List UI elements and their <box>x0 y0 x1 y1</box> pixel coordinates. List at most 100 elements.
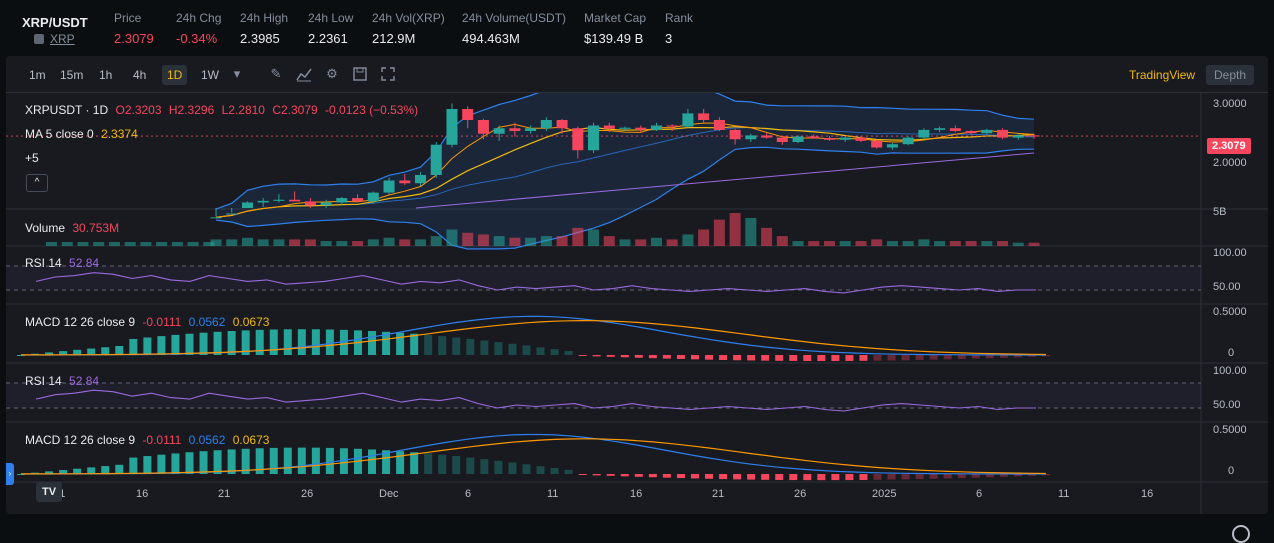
tradingview-tab[interactable]: TradingView <box>1129 68 1196 82</box>
candle <box>855 135 867 142</box>
volume-bar <box>839 241 851 246</box>
macd-histogram-bar <box>971 355 980 359</box>
chevron-down-icon[interactable]: ▾ <box>233 66 241 81</box>
macd-histogram-bar <box>1042 355 1050 357</box>
volume-bar <box>792 241 804 246</box>
macd-histogram-bar <box>241 448 250 474</box>
candle <box>462 106 474 129</box>
close-prefix: C <box>272 103 281 117</box>
candle <box>257 198 269 207</box>
tf-1d[interactable]: 1D <box>162 65 188 85</box>
candle <box>336 197 348 206</box>
macd-histogram-bar <box>550 468 559 474</box>
macd-histogram-bar <box>143 337 152 355</box>
macd-histogram-bar <box>382 450 391 474</box>
indicator-line-icon[interactable] <box>296 66 312 82</box>
macd-histogram-bar <box>494 460 503 474</box>
volume-bar <box>156 242 168 246</box>
volume-bar <box>745 217 757 246</box>
macd-histogram-bar <box>269 447 278 474</box>
stat-24h-high-label: 24h High <box>240 11 289 25</box>
macd-histogram-bar <box>199 332 208 355</box>
tf-1w[interactable]: 1W <box>201 68 219 82</box>
chart-panel: 1m 15m 1h 4h 1D 1W ▾ ✎ ⚙ TradingView Dep… <box>6 56 1268 543</box>
macd-histogram-bar <box>185 333 194 355</box>
tf-1h[interactable]: 1h <box>99 68 113 82</box>
volume-bar <box>320 241 332 246</box>
chart-area[interactable]: XRPUSDT · 1D O2.3203 H2.3296 L2.2810 C2.… <box>6 93 1268 543</box>
macd-histogram-bar <box>129 457 138 474</box>
candle-body <box>761 135 773 138</box>
rsi-tick-100-2: 100.00 <box>1213 365 1247 377</box>
save-icon[interactable] <box>352 66 368 82</box>
macd-histogram-bar <box>213 450 222 474</box>
fullscreen-icon[interactable] <box>380 66 396 82</box>
rsi-tick-50-1: 50.00 <box>1213 281 1241 293</box>
macd-histogram-bar <box>339 448 348 474</box>
candle <box>949 125 961 133</box>
time-tick: 11 <box>547 488 559 500</box>
macd-histogram-bar <box>297 329 306 355</box>
candle <box>603 122 615 133</box>
more-indicators[interactable]: +5 <box>25 151 39 165</box>
time-tick: 26 <box>794 488 807 500</box>
stat-24h-high: 24h High 2.3985 <box>240 11 288 46</box>
volume-bar <box>399 239 411 246</box>
stat-market-cap-label: Market Cap <box>584 11 647 25</box>
macd-histogram-bar <box>985 474 994 478</box>
macd-histogram-bar <box>985 355 994 359</box>
pair-title[interactable]: XRP/USDT <box>22 15 88 30</box>
macd-histogram-bar <box>1027 474 1036 476</box>
coin-link[interactable]: XRP <box>34 32 75 46</box>
chart-canvas[interactable] <box>6 93 1268 514</box>
macd-histogram-bar <box>185 452 194 474</box>
time-tick: 16 <box>1141 488 1154 500</box>
depth-tab[interactable]: Depth <box>1206 65 1255 85</box>
volume-bar <box>650 237 662 246</box>
volume-bar <box>902 241 914 246</box>
tf-15m[interactable]: 15m <box>60 68 84 82</box>
candle-body <box>304 201 316 206</box>
candle-body <box>493 128 505 134</box>
tf-4h[interactable]: 4h <box>133 68 147 82</box>
settings-gear-icon[interactable]: ⚙ <box>326 66 338 81</box>
expand-sidebar-tab[interactable]: › <box>6 463 14 485</box>
candle-body <box>823 138 836 140</box>
candle-body <box>713 120 725 130</box>
macd-histogram-bar <box>255 448 264 474</box>
high-value: 2.3296 <box>177 103 215 117</box>
candle <box>823 135 836 141</box>
macd-histogram-bar <box>817 474 826 481</box>
candle-body <box>414 175 427 184</box>
candle <box>1012 134 1024 140</box>
time-tick: 11 <box>1058 488 1070 500</box>
candle <box>289 191 301 202</box>
macd-histogram-bar <box>676 355 685 359</box>
volume-bar <box>588 229 600 246</box>
candle <box>619 126 631 131</box>
chart-settings-icon[interactable] <box>1232 525 1250 543</box>
drawing-pencil-icon[interactable]: ✎ <box>270 66 282 81</box>
volume-bar <box>886 241 898 246</box>
macd-histogram-bar <box>227 331 236 355</box>
macd-histogram-bar <box>73 349 82 355</box>
macd-histogram-bar <box>438 454 447 474</box>
volume-bar <box>477 234 489 246</box>
collapse-legend-button[interactable]: ^ <box>26 174 48 192</box>
macd-signal-line <box>21 438 1047 475</box>
volume-bar <box>635 239 647 246</box>
macd-histogram-bar <box>887 474 896 480</box>
candle-body <box>745 135 757 140</box>
macd-histogram-bar <box>410 333 419 355</box>
macd-tick-zero-2: 0 <box>1228 465 1235 477</box>
volume-bar <box>965 241 977 246</box>
candle <box>934 126 946 133</box>
macd-histogram-bar <box>452 456 461 474</box>
bollinger-fill <box>216 93 1034 249</box>
candle-body <box>682 113 694 127</box>
volume-bar <box>698 229 710 246</box>
tf-1m[interactable]: 1m <box>29 68 46 82</box>
macd-histogram-bar <box>536 466 545 474</box>
macd-histogram-bar <box>297 447 306 474</box>
macd-hist-1: -0.0111 <box>142 315 182 329</box>
